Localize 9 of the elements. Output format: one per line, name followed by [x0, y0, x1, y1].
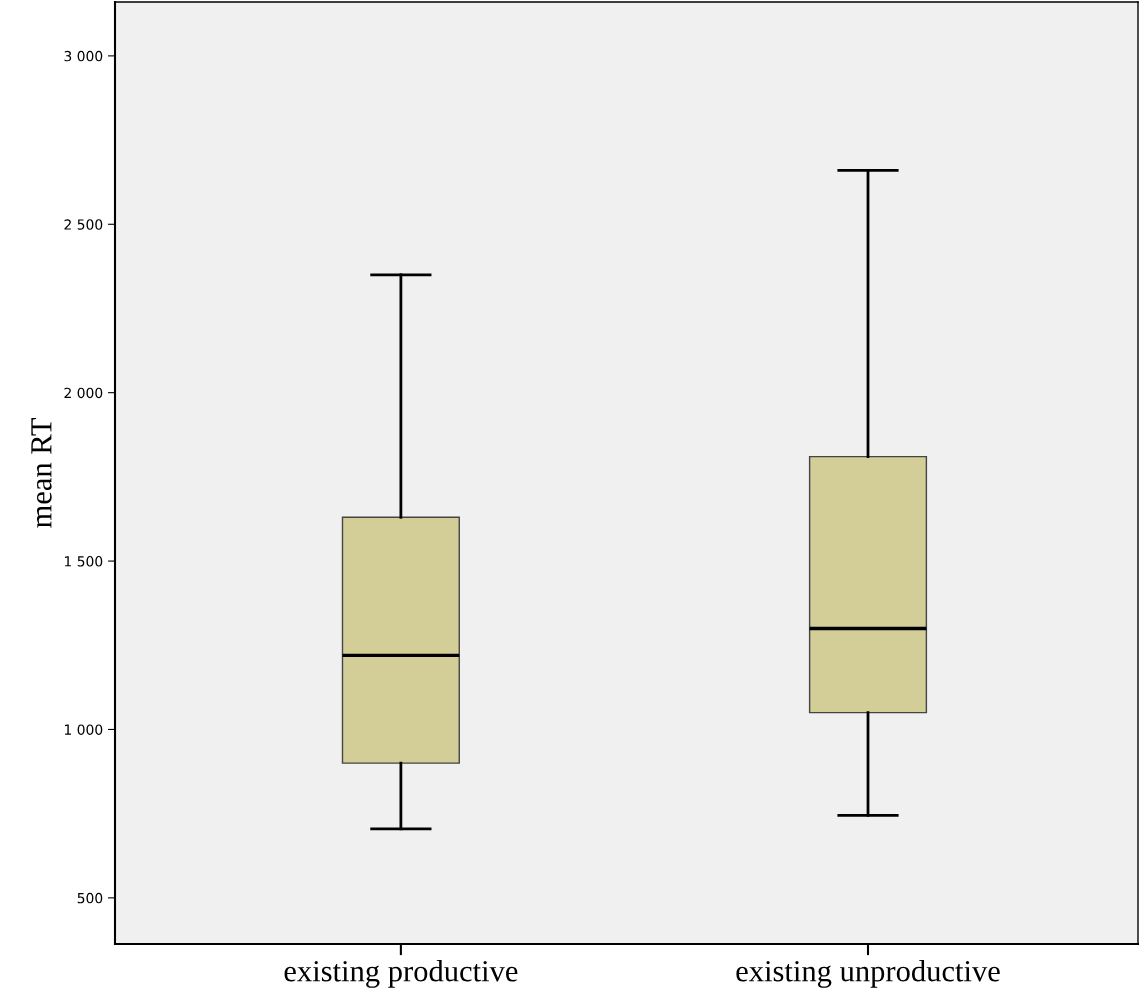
x-tick-label: existing unproductive: [736, 959, 1000, 988]
y-tick-label: 2 000: [64, 387, 103, 399]
y-tick-label: 500: [77, 892, 103, 904]
y-tick-label: 1 000: [64, 724, 103, 735]
y-tick-label: 3 000: [64, 50, 103, 62]
y-axis-title: mean RT: [31, 418, 52, 528]
y-tick-label: 1 500: [64, 556, 103, 567]
y-tick-label: 2 500: [64, 219, 103, 230]
x-tick-label: existing productive: [284, 959, 518, 988]
